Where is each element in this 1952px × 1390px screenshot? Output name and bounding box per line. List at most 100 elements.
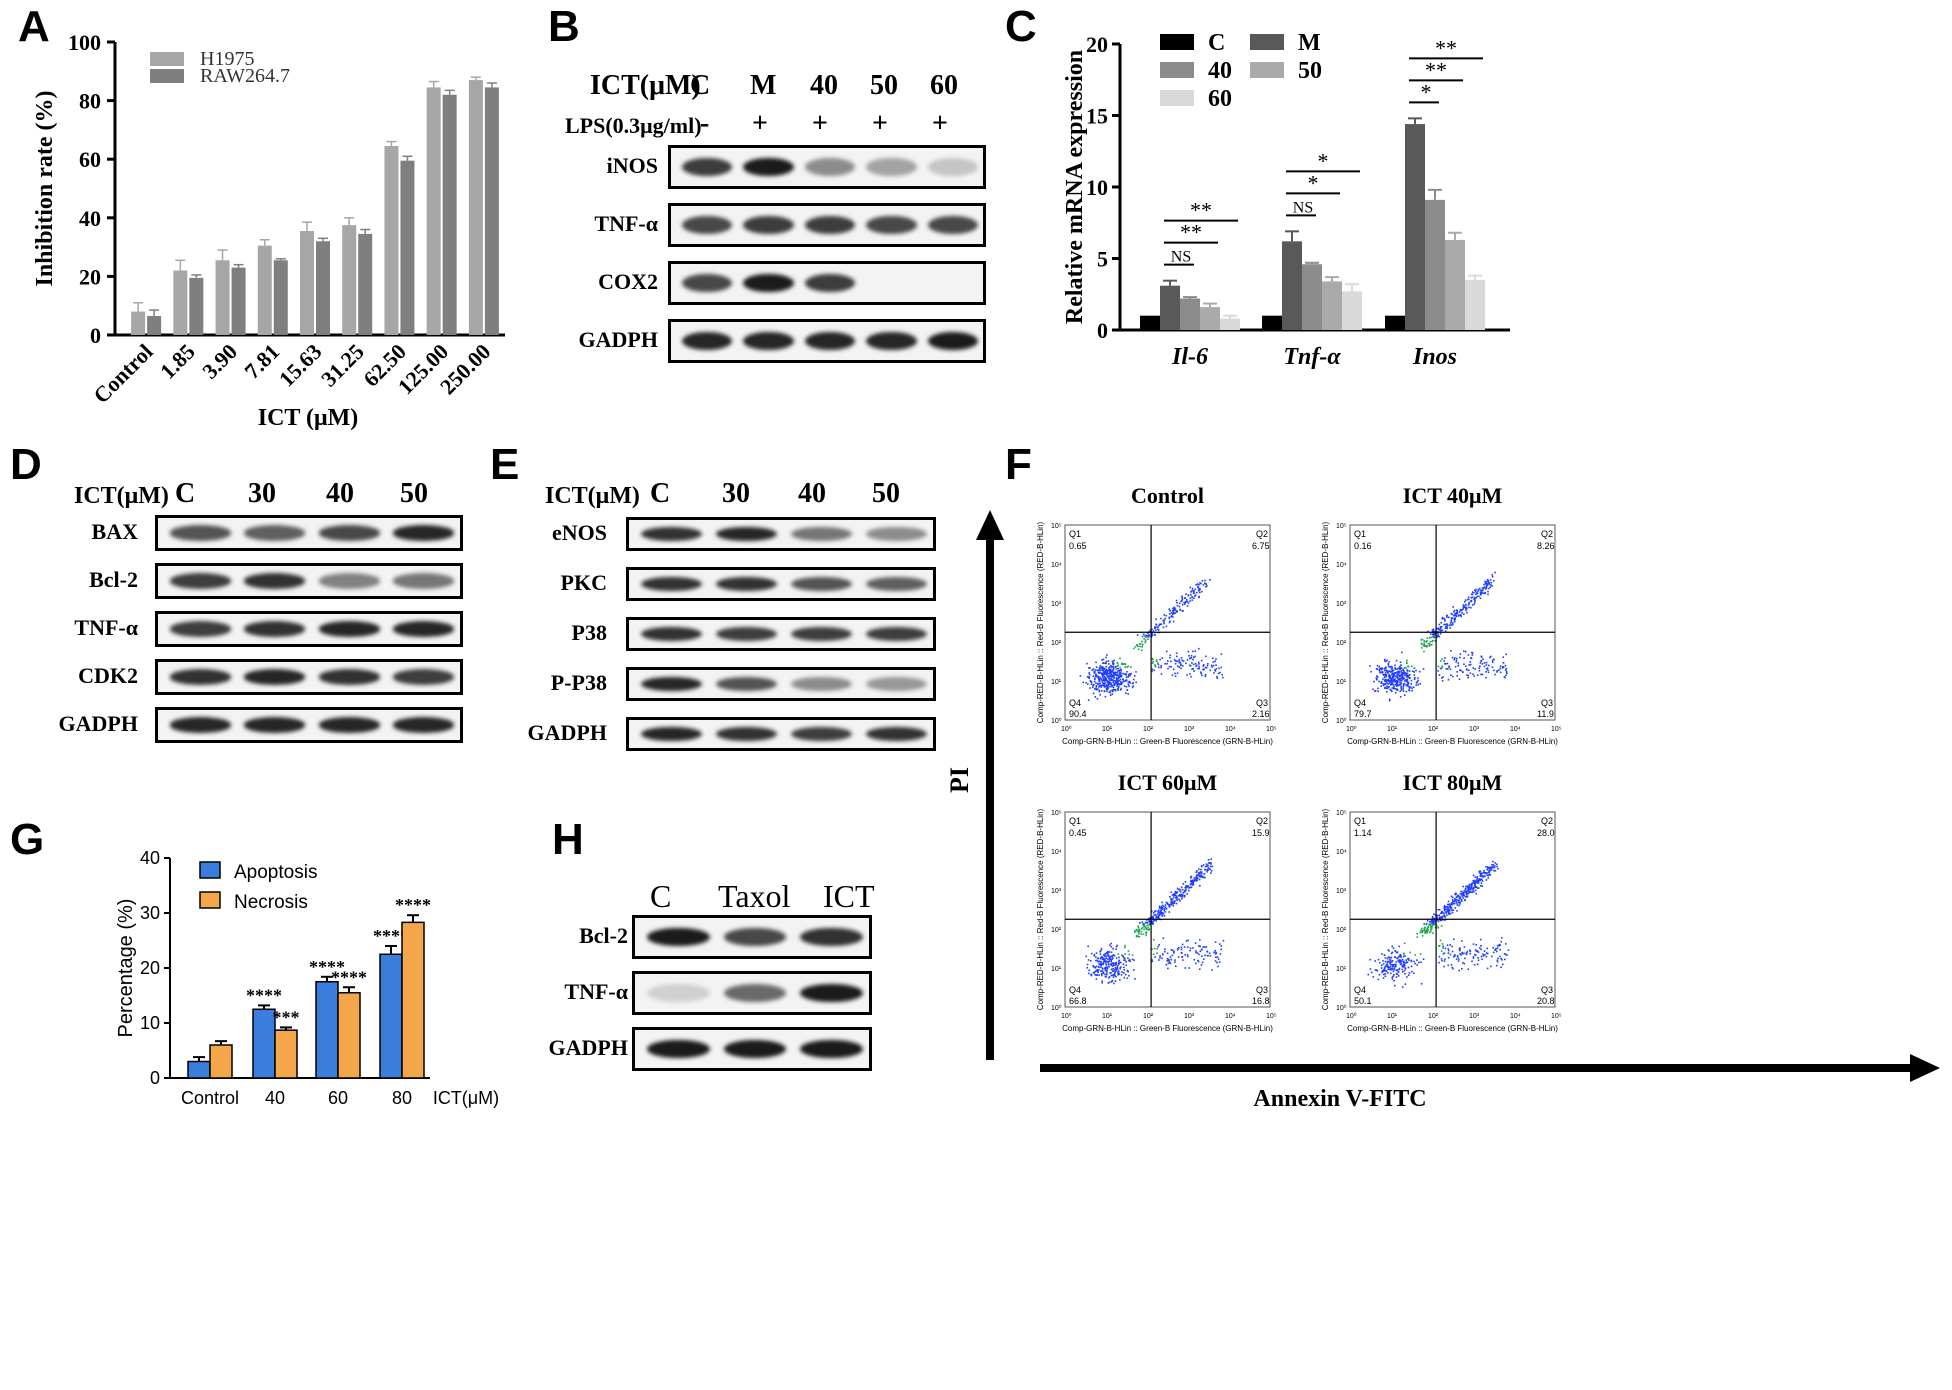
c-bar [1220, 318, 1240, 330]
a-bar [316, 241, 330, 335]
flow-event-dot [1126, 670, 1128, 673]
flow-event-dot [1465, 952, 1468, 954]
blot-label: P-P38 [550, 670, 607, 695]
flow-event-dot [1506, 672, 1508, 675]
flow-event-dot [1400, 689, 1403, 691]
a-bar [147, 315, 162, 335]
flow-event-dot [1176, 601, 1178, 604]
flow-event-dot [1172, 620, 1175, 623]
flow-event-dot [1182, 883, 1185, 885]
flow-event-dot [1117, 687, 1120, 689]
flow-event-dot [1486, 874, 1488, 876]
flow-event-dot [1214, 952, 1217, 955]
flow-event-dot [1174, 900, 1176, 902]
c-sig-label: * [1421, 79, 1432, 104]
flow-event-dot [1493, 866, 1496, 869]
flow-event-dot [1499, 665, 1502, 668]
flow-event-dot [1177, 947, 1179, 950]
flow-event-dot [1157, 913, 1159, 915]
flow-event-dot [1455, 613, 1457, 615]
flow-event-dot [1399, 681, 1401, 684]
flow-event-dot [1151, 959, 1153, 961]
flow-event-dot [1452, 967, 1454, 970]
flow-event-dot [1410, 683, 1413, 685]
flow-event-dot [1458, 904, 1460, 907]
flow-event-dot [1391, 945, 1394, 948]
flow-event-dot [1183, 946, 1186, 948]
flow-event-dot [1185, 940, 1188, 942]
flow-event-dot [1372, 688, 1374, 691]
flow-event-dot [1438, 961, 1440, 964]
flow-event-dot [1154, 626, 1156, 628]
flow-event-dot [1482, 587, 1484, 590]
flow-event-dot [1217, 672, 1220, 675]
flow-event-dot [1137, 925, 1139, 928]
flow-event-dot [1405, 959, 1408, 961]
flow-event-dot [1143, 638, 1145, 640]
flow-event-dot [1141, 635, 1144, 638]
flow-event-dot [1389, 962, 1391, 965]
c-legend-label: 50 [1298, 58, 1322, 84]
flow-event-dot [1419, 953, 1422, 955]
flow-event-dot [1090, 952, 1093, 955]
flow-y-tick-label: 10² [1336, 640, 1347, 647]
flow-event-dot [1467, 654, 1470, 656]
flow-event-dot [1479, 597, 1482, 600]
flow-event-dot [1399, 954, 1402, 956]
flow-event-dot [1469, 952, 1471, 955]
flow-event-dot [1154, 664, 1156, 666]
flow-event-dot [1197, 872, 1200, 874]
g-x-tick-label: 60 [328, 1088, 348, 1108]
flow-event-dot [1443, 915, 1445, 918]
flow-event-dot [1425, 929, 1428, 932]
flow-event-dot [1095, 682, 1097, 684]
flow-event-dot [1171, 674, 1174, 677]
flow-event-dot [1202, 864, 1205, 866]
flow-event-dot [1499, 671, 1502, 674]
flow-event-dot [1395, 964, 1397, 967]
flow-event-dot [1111, 684, 1114, 687]
flow-event-dot [1460, 954, 1462, 956]
flow-event-dot [1168, 960, 1170, 962]
flow-event-dot [1464, 600, 1466, 603]
flow-event-dot [1151, 921, 1154, 923]
blot-label: Bcl-2 [89, 567, 138, 592]
flow-event-dot [1394, 664, 1396, 667]
flow-event-dot [1190, 654, 1193, 657]
flow-event-dot [1404, 972, 1406, 975]
flow-event-dot [1378, 665, 1381, 668]
flow-event-dot [1110, 960, 1112, 963]
blot-band [646, 983, 710, 1003]
flow-event-dot [1396, 951, 1399, 953]
flow-event-dot [1109, 672, 1112, 674]
flow-event-dot [1482, 953, 1484, 956]
flow-event-dot [1110, 682, 1112, 684]
flow-event-dot [1494, 869, 1497, 872]
flow-event-dot [1169, 956, 1172, 958]
flow-event-dot [1451, 896, 1454, 899]
flow-event-dot [1117, 953, 1120, 955]
flow-event-dot [1161, 907, 1164, 910]
flow-event-dot [1198, 647, 1200, 650]
flow-event-dot [1386, 685, 1388, 688]
flow-event-dot [1467, 669, 1470, 672]
flow-event-dot [1396, 677, 1399, 680]
flow-event-dot [1472, 591, 1475, 594]
flow-event-dot [1456, 674, 1459, 677]
flow-event-dot [1118, 679, 1121, 682]
a-y-tick-label: 80 [79, 89, 101, 114]
flow-event-dot [1156, 915, 1158, 918]
flow-event-dot [1128, 959, 1130, 962]
flow-event-dot [1376, 678, 1378, 681]
flow-event-dot [1167, 903, 1170, 906]
flow-event-dot [1197, 960, 1200, 963]
flow-event-dot [1093, 680, 1096, 683]
flow-event-dot [1402, 964, 1404, 967]
flow-event-dot [1115, 945, 1118, 948]
flow-event-dot [1108, 981, 1111, 984]
flow-event-dot [1111, 660, 1114, 663]
flow-event-dot [1199, 950, 1202, 953]
flow-event-dot [1180, 664, 1182, 667]
flow-event-dot [1472, 887, 1474, 890]
flow-event-dot [1428, 643, 1431, 645]
